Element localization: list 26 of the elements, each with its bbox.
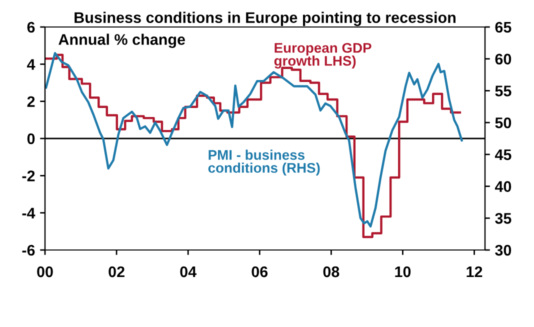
y2-tick-label: 60 bbox=[495, 54, 512, 65]
chart-title: Business conditions in Europe pointing to recession bbox=[74, 12, 456, 26]
y2-tick-label: 35 bbox=[495, 213, 512, 224]
x-tick-label: 10 bbox=[395, 266, 411, 278]
text: PMI - business conditions (RHS) bbox=[208, 150, 320, 176]
x-tick-label: 02 bbox=[108, 266, 124, 278]
annotation: Annual % change bbox=[58, 34, 186, 48]
y2-tick-label: 50 bbox=[495, 117, 512, 128]
y-tick-label: 4 bbox=[27, 59, 36, 70]
x-tick-label: 12 bbox=[466, 266, 482, 278]
x-tick-label: 00 bbox=[37, 266, 53, 278]
y-tick-label: -4 bbox=[22, 208, 36, 218]
y-tick-label: 2 bbox=[27, 96, 35, 107]
y-tick-label: 6 bbox=[27, 22, 35, 33]
x-tick-label: 08 bbox=[323, 266, 340, 278]
y2-tick-label: 30 bbox=[495, 244, 512, 256]
y2-tick-label: 45 bbox=[494, 149, 512, 160]
x-tick-label: 04 bbox=[180, 266, 197, 278]
y2-tick-label: 65 bbox=[495, 22, 512, 33]
y-tick-label: 0 bbox=[27, 133, 35, 144]
y2-tick-label: 40 bbox=[494, 181, 512, 192]
series-label: European GDP growth LHS) bbox=[274, 42, 372, 69]
x-tick-label: 06 bbox=[252, 266, 268, 278]
y2-tick-label: 55 bbox=[495, 86, 512, 96]
y-tick-label: -2 bbox=[22, 170, 35, 182]
y-tick-label: -6 bbox=[22, 244, 35, 256]
